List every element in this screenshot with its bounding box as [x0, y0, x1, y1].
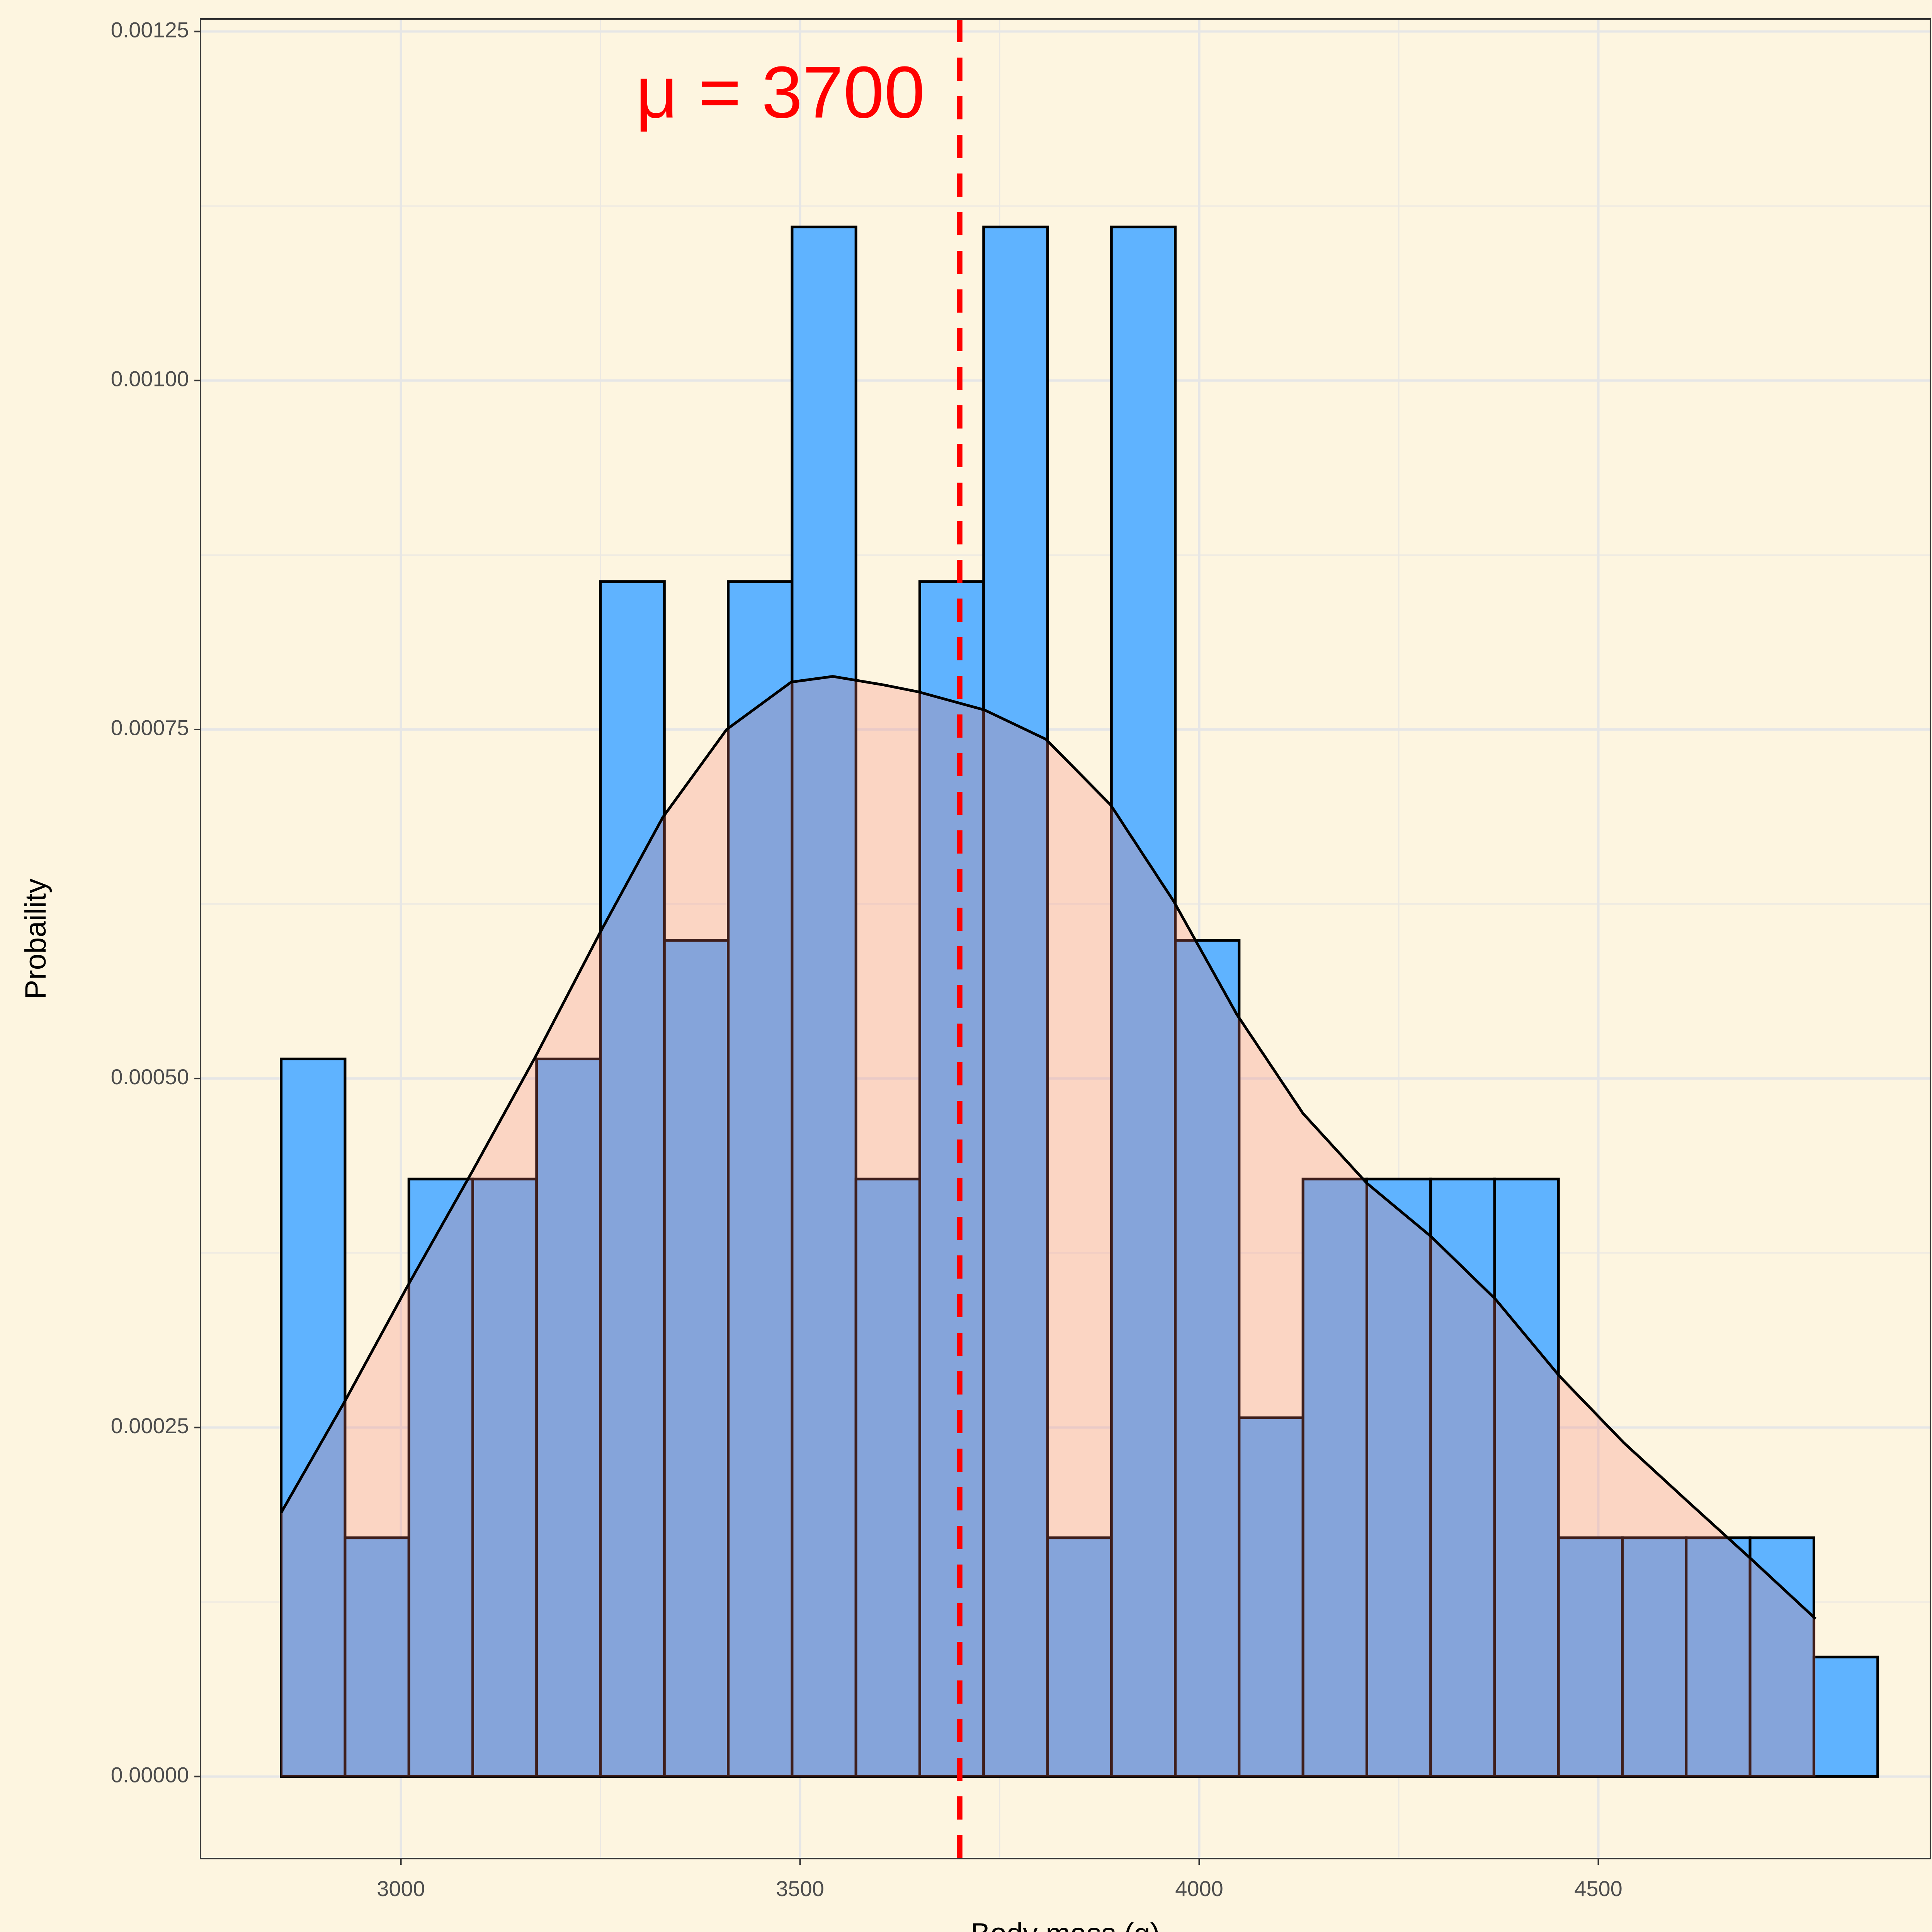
y-tick-label: 0.00025	[111, 1413, 189, 1438]
y-tick-label: 0.00075	[111, 716, 189, 740]
y-tick-label: 0.00050	[111, 1065, 189, 1089]
bar	[1046, 1536, 1113, 1778]
x-axis-title: Body mass (g)	[971, 1917, 1160, 1932]
bar	[535, 1058, 602, 1778]
y-tick-label: 0.00000	[111, 1762, 189, 1787]
x-tick-label: 3500	[776, 1876, 824, 1901]
x-tick-label: 4500	[1574, 1876, 1622, 1901]
bar	[1748, 1536, 1815, 1778]
density-line	[280, 675, 1816, 1620]
bar	[1301, 1177, 1368, 1778]
y-tick-label: 0.00100	[111, 367, 189, 391]
bar	[599, 580, 666, 1778]
y-axis-title: Probaility	[19, 879, 52, 1000]
x-tick-label: 3000	[377, 1876, 425, 1901]
y-tick-label: 0.00125	[111, 17, 189, 42]
bar	[1812, 1655, 1879, 1778]
axes: 3000 3500 4000 4500 0.00000 0.00025 0.00050 0.0…	[111, 17, 1622, 1900]
bar	[1238, 1416, 1304, 1778]
bar	[791, 225, 857, 1778]
density-area	[281, 676, 1816, 1777]
bar	[1621, 1536, 1688, 1778]
bar	[982, 225, 1049, 1778]
mean-label: μ = 3700	[636, 51, 925, 133]
bar	[854, 1177, 921, 1778]
bar	[471, 1177, 538, 1778]
bar	[918, 580, 985, 1778]
bar	[1174, 939, 1241, 1778]
bar	[1685, 1536, 1752, 1778]
bar	[1429, 1177, 1496, 1778]
x-tick-label: 4000	[1175, 1876, 1223, 1901]
bar	[1493, 1177, 1560, 1778]
bar	[1557, 1536, 1624, 1778]
bar	[727, 580, 794, 1778]
plot-area: μ = 3700	[280, 19, 1879, 1859]
bar	[407, 1177, 474, 1778]
bar	[1110, 225, 1177, 1778]
panel-border	[200, 18, 1931, 1859]
